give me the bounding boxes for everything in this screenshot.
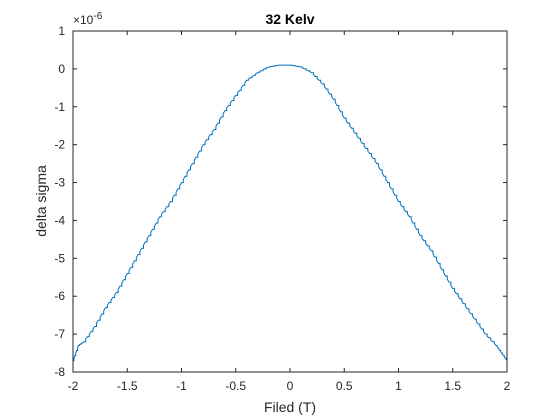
y-tick-label: 0 (58, 62, 65, 76)
plot-area (73, 31, 507, 372)
x-tick-label: 2 (504, 379, 511, 393)
y-tick-label: -8 (54, 365, 65, 379)
axes-box (72, 30, 508, 373)
x-tick-label: 1.5 (444, 379, 461, 393)
axis-tick-labels: -2 -1.5 -1 -0.5 0 0.5 1 1.5 2 1 0 -1 -2 -3 -4 -5 -6 -7 -8 (54, 24, 510, 393)
y-tick-label: -6 (54, 289, 65, 303)
x-axis-label: Filed (T) (264, 399, 316, 415)
x-tick-label: -2 (68, 379, 79, 393)
y-tick-label: -5 (54, 251, 65, 265)
y-tick-label: -7 (54, 327, 65, 341)
y-axis-label: delta sigma (33, 165, 49, 237)
chart-title: 32 Kelv (265, 11, 314, 27)
series-line (73, 64, 508, 362)
x-tick-label: -0.5 (225, 379, 246, 393)
y-tick-label: 1 (58, 24, 65, 38)
y-tick-label: -1 (54, 100, 65, 114)
y-axis-multiplier: ×10-6 (73, 11, 103, 27)
x-tick-label: 0 (287, 379, 294, 393)
x-tick-label: 0.5 (336, 379, 353, 393)
x-tick-label: 1 (395, 379, 402, 393)
y-tick-label: -4 (54, 213, 65, 227)
y-tick-label: -3 (54, 176, 65, 190)
x-tick-label: -1 (176, 379, 187, 393)
x-tick-label: -1.5 (117, 379, 138, 393)
y-tick-label: -2 (54, 138, 65, 152)
